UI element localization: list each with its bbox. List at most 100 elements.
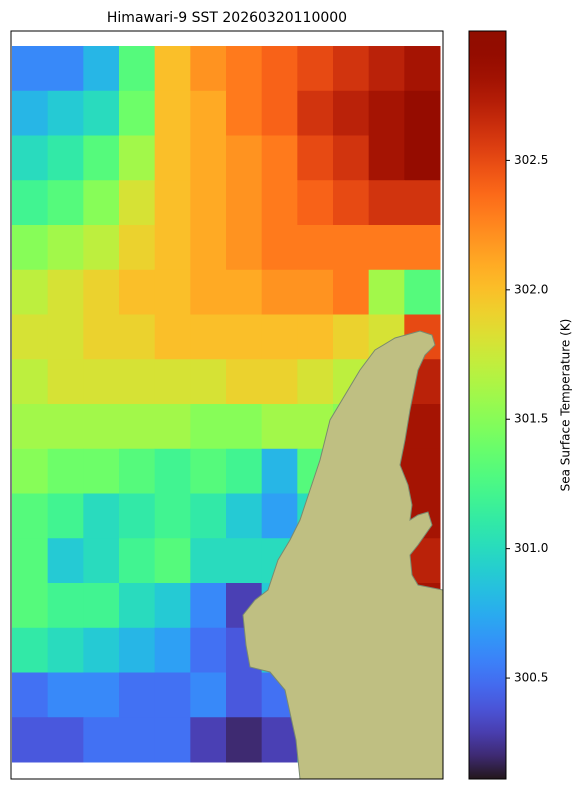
heatmap-cell bbox=[297, 225, 334, 271]
heatmap-cell bbox=[333, 180, 370, 226]
colorbar-tick-label: 302.0 bbox=[514, 282, 548, 296]
heatmap-cell bbox=[47, 672, 84, 718]
colorbar-label: Sea Surface Temperature (K) bbox=[559, 319, 573, 492]
heatmap-cell bbox=[47, 627, 84, 673]
heatmap-cell bbox=[119, 717, 156, 763]
heatmap-cell bbox=[190, 493, 227, 539]
heatmap-cell bbox=[404, 269, 441, 315]
chart-title: Himawari-9 SST 20260320110000 bbox=[107, 10, 347, 26]
heatmap-cell bbox=[404, 135, 441, 181]
heatmap-cell bbox=[83, 135, 120, 181]
heatmap-cell bbox=[190, 314, 227, 360]
heatmap-cell bbox=[47, 359, 84, 405]
land bbox=[242, 330, 444, 780]
heatmap-cell bbox=[226, 314, 263, 360]
heatmap-cell bbox=[47, 404, 84, 450]
heatmap-cell bbox=[190, 717, 227, 763]
heatmap-cell bbox=[226, 225, 263, 271]
heatmap-cell bbox=[12, 404, 49, 450]
heatmap-cell bbox=[119, 672, 156, 718]
heatmap-cell bbox=[47, 90, 84, 136]
heatmap-cell bbox=[154, 314, 191, 360]
heatmap-cell bbox=[261, 717, 298, 763]
heatmap-cell bbox=[333, 90, 370, 136]
heatmap-cell bbox=[12, 90, 49, 136]
heatmap-cell bbox=[261, 90, 298, 136]
heatmap-cell bbox=[333, 314, 370, 360]
heatmap-cell bbox=[226, 404, 263, 450]
heatmap-cell bbox=[154, 583, 191, 629]
heatmap-cell bbox=[154, 538, 191, 584]
heatmap-cell bbox=[12, 448, 49, 494]
heatmap-cell bbox=[119, 314, 156, 360]
heatmap-cell bbox=[404, 90, 441, 136]
heatmap-cell bbox=[190, 404, 227, 450]
heatmap-cell bbox=[119, 269, 156, 315]
heatmap-cell bbox=[404, 46, 441, 92]
heatmap-cell bbox=[154, 672, 191, 718]
heatmap-cell bbox=[12, 627, 49, 673]
heatmap-cell bbox=[368, 135, 405, 181]
heatmap-cell bbox=[119, 90, 156, 136]
colorbar-tick-label: 301.5 bbox=[514, 412, 548, 426]
heatmap-cell bbox=[119, 448, 156, 494]
heatmap-cell bbox=[368, 46, 405, 92]
heatmap-cell bbox=[226, 90, 263, 136]
heatmap-cell bbox=[154, 448, 191, 494]
heatmap-cell bbox=[190, 180, 227, 226]
heatmap-cell bbox=[190, 538, 227, 584]
heatmap-cell bbox=[261, 135, 298, 181]
heatmap-cell bbox=[12, 46, 49, 92]
heatmap-cell bbox=[190, 359, 227, 405]
heatmap-cell bbox=[190, 627, 227, 673]
heatmap-cell bbox=[333, 269, 370, 315]
heatmap-cell bbox=[83, 493, 120, 539]
heatmap-cell bbox=[47, 269, 84, 315]
heatmap-cell bbox=[226, 672, 263, 718]
heatmap-cell bbox=[226, 717, 263, 763]
heatmap-cell bbox=[47, 314, 84, 360]
heatmap-cell bbox=[83, 269, 120, 315]
heatmap-cell bbox=[119, 359, 156, 405]
heatmap-cell bbox=[83, 404, 120, 450]
heatmap-cell bbox=[47, 538, 84, 584]
heatmap-cell bbox=[226, 538, 263, 584]
heatmap-cell bbox=[119, 46, 156, 92]
heatmap-cell bbox=[190, 90, 227, 136]
heatmap-cell bbox=[47, 135, 84, 181]
heatmap-cell bbox=[119, 583, 156, 629]
heatmap-cell bbox=[12, 269, 49, 315]
heatmap-cell bbox=[368, 90, 405, 136]
heatmap-cell bbox=[47, 717, 84, 763]
heatmap-cell bbox=[119, 225, 156, 271]
heatmap-cell bbox=[47, 180, 84, 226]
heatmap-cell bbox=[47, 46, 84, 92]
heatmap-cell bbox=[12, 672, 49, 718]
heatmap-cell bbox=[119, 135, 156, 181]
heatmap-cell bbox=[297, 269, 334, 315]
heatmap-cell bbox=[368, 225, 405, 271]
heatmap-cell bbox=[47, 448, 84, 494]
heatmap-cell bbox=[404, 404, 441, 450]
heatmap-cell bbox=[83, 627, 120, 673]
heatmap-cell bbox=[47, 493, 84, 539]
heatmap-cell bbox=[261, 269, 298, 315]
heatmap-cell bbox=[154, 180, 191, 226]
heatmap-cell bbox=[154, 225, 191, 271]
heatmap-cell bbox=[47, 583, 84, 629]
heatmap-cell bbox=[368, 180, 405, 226]
heatmap-cell bbox=[12, 225, 49, 271]
heatmap-cell bbox=[297, 314, 334, 360]
heatmap-cell bbox=[190, 583, 227, 629]
heatmap-cell bbox=[119, 180, 156, 226]
heatmap-cell bbox=[333, 46, 370, 92]
heatmap-cell bbox=[404, 225, 441, 271]
heatmap-cell bbox=[190, 225, 227, 271]
heatmap-cell bbox=[154, 717, 191, 763]
heatmap-cell bbox=[119, 404, 156, 450]
heatmap-cell bbox=[190, 46, 227, 92]
heatmap-cell bbox=[154, 46, 191, 92]
heatmap-cell bbox=[154, 404, 191, 450]
colorbar bbox=[468, 30, 507, 780]
heatmap-cell bbox=[12, 135, 49, 181]
